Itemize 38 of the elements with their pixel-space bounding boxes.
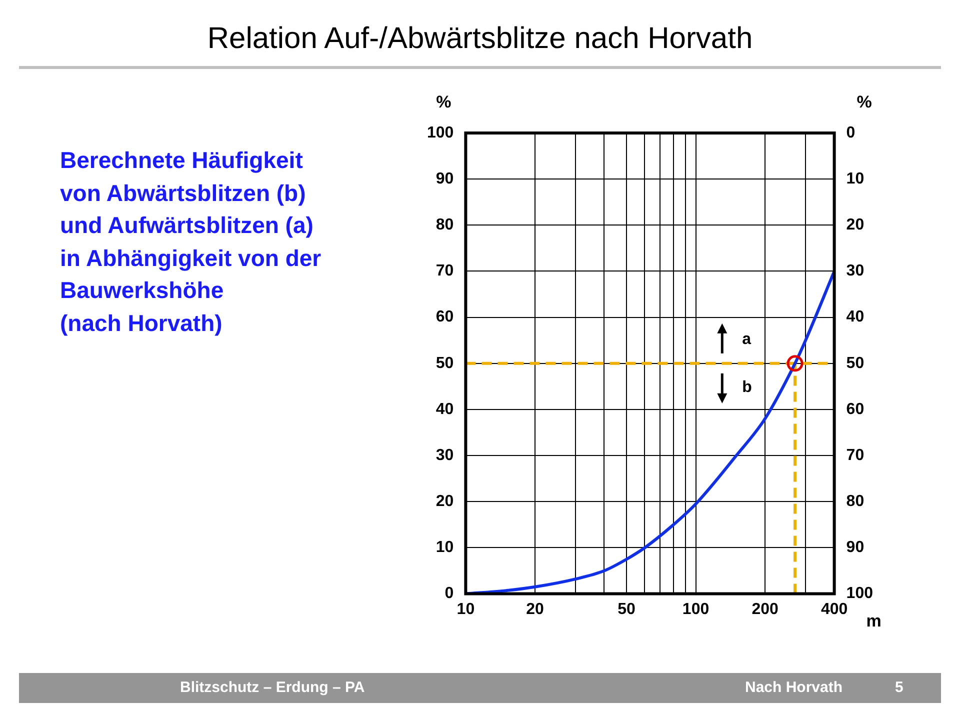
y-axis-title: %	[436, 92, 452, 112]
y-tick-label: 40	[436, 400, 454, 418]
y-tick-label: 0	[444, 585, 454, 602]
text: Blitzschutz – Erdung – PA	[180, 679, 365, 696]
x-tick-label: 50	[618, 600, 636, 618]
y2-axis-title: %	[856, 92, 872, 112]
y2-tick-label: 40	[846, 308, 864, 326]
y-tick-label: 30	[436, 446, 454, 464]
y-tick-label: 80	[436, 216, 454, 234]
y-tick-label: 20	[436, 493, 454, 510]
x-tick-label: 100	[682, 600, 710, 618]
x-tick-label: 400	[820, 600, 848, 618]
annotation: a	[742, 330, 752, 348]
y-tick-label: 90	[436, 170, 454, 188]
text: Berechnete Häufigkeit von Abwärtsblitzen (b) und Aufwärtsblitzen (a) in Abhängigkeit von der Bauwerkshöhe (nach Horvath)	[60, 146, 322, 338]
x-tick-label: 20	[526, 600, 544, 618]
y2-tick-label: 90	[846, 539, 864, 556]
y-tick-label: 10	[436, 539, 454, 556]
text: 5	[895, 679, 904, 696]
y2-tick-label: 10	[846, 170, 864, 188]
y2-tick-label: 50	[846, 354, 864, 372]
y2-tick-label: 80	[846, 493, 864, 510]
y-tick-label: 70	[436, 262, 454, 280]
y2-tick-label: 30	[846, 262, 864, 280]
y2-tick-label: 60	[846, 400, 864, 418]
y-tick-label: 60	[436, 308, 454, 326]
x-tick-label: 10	[456, 600, 475, 618]
y2-tick-label: 100	[846, 585, 874, 602]
chart-title: Relation Auf-/Abwärtsblitze nach Horvath	[206, 22, 754, 56]
annotation: b	[742, 378, 752, 396]
y-tick-label: 50	[436, 354, 454, 372]
y-tick-label: 100	[426, 124, 454, 142]
y2-tick-label: 0	[846, 124, 856, 142]
text: Nach Horvath	[745, 679, 843, 696]
x-axis-title: m	[866, 611, 882, 630]
x-tick-label: 200	[752, 600, 778, 618]
y2-tick-label: 70	[846, 446, 864, 464]
y2-tick-label: 20	[846, 216, 864, 234]
